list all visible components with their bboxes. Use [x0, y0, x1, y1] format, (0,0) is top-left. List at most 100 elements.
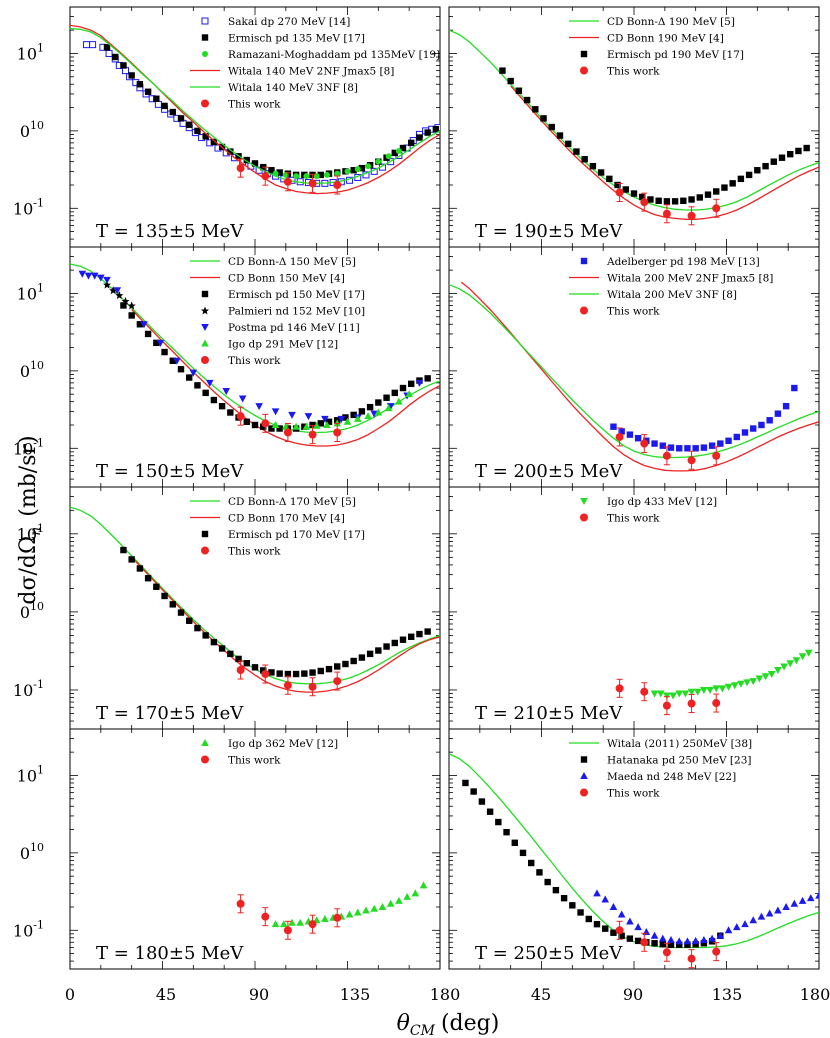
data-point-star [201, 306, 209, 315]
data-point-square [580, 756, 588, 763]
data-point-square [153, 583, 160, 590]
data-point-triangle-down [140, 321, 148, 329]
y-tick-exponent: 1 [37, 763, 44, 776]
data-point-square [630, 190, 638, 197]
data-point-square [276, 425, 283, 432]
legend-label: Witala 200 MeV 3NF [8] [607, 289, 737, 301]
x-tick-label-45-right: 45 [531, 985, 551, 1004]
x-axis-theta: θ [397, 1011, 410, 1036]
legend-label: This work [228, 546, 281, 558]
data-point-square [136, 81, 144, 88]
data-point-triangle-down [113, 287, 122, 295]
data-point-triangle-up [683, 937, 692, 945]
data-point-triangle-down [743, 679, 751, 687]
series-line [449, 29, 819, 211]
data-point-square [161, 348, 168, 356]
data-point-square [536, 869, 543, 876]
y-tick-base: 0 [20, 844, 30, 863]
data-point-triangle-down [749, 678, 758, 686]
data-point-triangle-down [724, 683, 733, 691]
data-point-triangle-down [755, 675, 764, 683]
data-point-square [210, 138, 218, 146]
data-point-square [560, 894, 568, 902]
data-point-triangle-up [364, 412, 372, 420]
y-axis-unit: (mb/sr) [16, 435, 41, 516]
data-point-triangle-down [693, 688, 702, 696]
data-point-square [153, 339, 160, 347]
data-point-square [782, 402, 790, 410]
data-point-square [292, 670, 300, 678]
data-point-star [127, 301, 136, 310]
data-point-this-work [283, 428, 292, 437]
panel-4: Adelberger pd 198 MeV [13] Witala 200 MeV… [448, 246, 820, 488]
x-tick-label-135-right: 135 [712, 985, 743, 1004]
data-point-triangle-down [798, 653, 807, 661]
data-point-triangle-up [271, 420, 280, 428]
data-point-open-square [89, 41, 97, 49]
data-point-square [639, 193, 646, 201]
data-point-square [416, 134, 423, 141]
data-point-this-work [236, 164, 245, 173]
legend-label: Ermisch pd 170 MeV [17] [228, 529, 365, 541]
data-point-triangle-down [78, 270, 87, 278]
data-point-triangle-down [804, 649, 813, 657]
data-point-this-work [687, 699, 696, 708]
data-point-triangle-up [292, 422, 300, 430]
data-point-square [655, 197, 662, 204]
series-line [449, 283, 819, 459]
data-point-triangle-up [353, 414, 362, 422]
legend-label: Hatanaka pd 250 MeV [23] [607, 755, 751, 767]
data-point-square [153, 95, 160, 102]
data-point-triangle-up [691, 936, 700, 944]
y-axis-subscript: n [28, 527, 44, 536]
data-point-square [580, 50, 588, 58]
data-point-this-work [308, 920, 317, 929]
data-point-square [366, 650, 374, 658]
data-point-square [161, 592, 168, 600]
data-point-this-work [580, 306, 588, 315]
data-point-circle [395, 147, 402, 154]
y-tick-exponent: -1 [33, 196, 44, 209]
data-point-square [186, 374, 193, 381]
panel-data [449, 753, 819, 969]
data-point-square [713, 188, 720, 195]
data-point-square [432, 126, 440, 133]
data-point-triangle-down [792, 657, 801, 665]
data-point-this-work [201, 356, 209, 364]
data-point-triangle-down [370, 410, 379, 418]
data-point-this-work [662, 451, 671, 460]
data-point-square [585, 915, 592, 923]
data-point-triangle-down [201, 324, 209, 331]
panel-data [615, 649, 813, 716]
data-point-square [144, 88, 152, 95]
data-point-square [358, 654, 366, 661]
data-point-square [342, 660, 349, 668]
data-point-triangle-down [189, 369, 198, 377]
data-point-square [144, 575, 152, 582]
data-point-square [791, 384, 798, 392]
data-point-square [762, 162, 769, 170]
x-axis-subscript: CM [410, 1023, 436, 1038]
data-point-square [733, 433, 740, 441]
data-point-this-work [615, 926, 624, 935]
data-point-star [121, 296, 130, 305]
legend-label: CD Bonn 170 MeV [4] [228, 513, 345, 525]
data-point-triangle-down [675, 690, 684, 698]
data-point-triangle-up [345, 910, 354, 918]
y-tick-label: 010 [20, 119, 44, 141]
data-point-square [317, 171, 324, 179]
data-point-triangle-up [708, 934, 716, 942]
data-point-triangle-up [782, 902, 790, 910]
data-point-square [659, 442, 666, 449]
data-point-triangle-up [411, 889, 420, 897]
legend-label: Sakai dp 270 MeV [14] [228, 16, 350, 28]
data-point-square [202, 133, 209, 140]
data-point-triangle-up [749, 916, 758, 924]
data-point-star [115, 291, 124, 300]
data-point-this-work [283, 177, 292, 186]
legend-label: This work [607, 788, 660, 800]
data-point-square [696, 194, 703, 201]
series-line [131, 309, 440, 447]
data-point-square [663, 198, 671, 205]
